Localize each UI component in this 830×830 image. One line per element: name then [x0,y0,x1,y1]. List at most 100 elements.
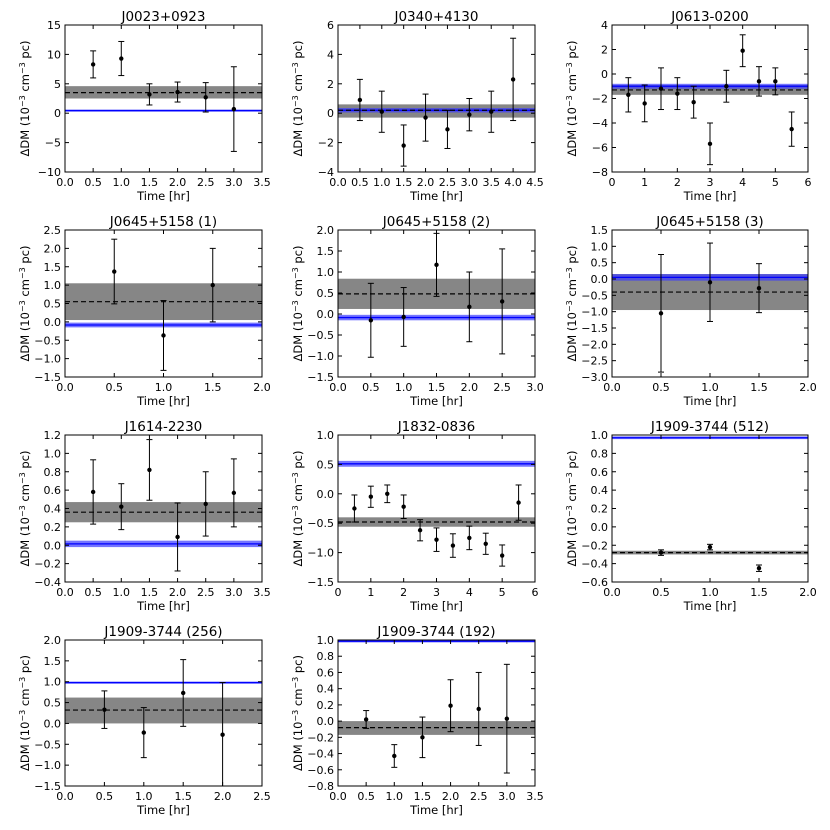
y-axis-label: ΔDM (10−3 cm−3 pc) [291,41,306,157]
y-tick-label: 1.0 [591,429,609,442]
data-point [740,48,745,53]
y-tick-label: 0 [54,107,61,120]
x-tick-label: 0.5 [652,381,670,394]
data-point [175,89,180,95]
axes-frame [337,24,536,173]
y-tick-label: −3.0 [581,371,608,384]
x-tick-label: 1.0 [386,790,404,803]
data-point [210,282,215,288]
y-axis-label-part: pc) [565,246,579,268]
y-tick-label: −0.4 [34,576,61,589]
y-axis-label-part: ΔDM (10 [18,107,32,156]
data-point [658,86,664,91]
y-axis-label-exponent: −3 [291,95,300,107]
y-axis-label-exponent: −3 [18,95,27,107]
y-axis-label-part: cm [291,484,305,505]
y-axis-label-part: ΔDM (10 [18,312,32,361]
y-tick-label: 0.8 [591,447,609,460]
x-tick-label: 0.5 [96,790,114,803]
chart-title: J1909-3744 (192) [376,624,495,640]
y-tick-label: 1.0 [44,676,62,689]
x-tick-label: 2 [674,176,681,189]
y-tick-label: −0.4 [581,558,608,571]
x-tick-label: 3.5 [482,176,500,189]
data-point [147,467,152,473]
y-tick-label: 0.2 [317,699,335,712]
y-axis-label-exponent: −3 [291,267,300,279]
chart-title: J1832-0836 [397,419,476,435]
y-axis-label: ΔDM (10−3 cm−3 pc) [565,41,580,157]
chart-panel: 0 1 2 3 4 5 6 1.0 0.5 0.0 −0.5 −1.0 −1.5 J1832-0836 Ti… [291,419,539,613]
x-tick-label: 1.0 [701,381,719,394]
x-tick-label: 0.5 [357,790,375,803]
x-tick-label: 0.0 [56,381,74,394]
y-axis-label-part: pc) [18,655,32,677]
y-axis-label-part: ΔDM (10 [291,107,305,156]
data-point [231,106,237,112]
y-tick-label: −1.5 [307,576,334,589]
y-axis-label-exponent: −3 [18,472,27,484]
y-tick-label: −1.5 [34,780,61,793]
x-tick-label: 1.5 [141,176,159,189]
x-tick-label: 2.0 [417,176,435,189]
data-point [756,566,762,571]
data-point [675,91,680,96]
y-tick-label: 0.4 [44,503,62,516]
data-point [417,528,423,533]
x-axis-label: Time [hr] [683,599,737,613]
x-tick-label: 1.0 [373,176,391,189]
chart-panel: 0.0 0.5 1.0 1.5 2.0 2.5 2.0 1.5 1.0 0.5 0.0 −0.5 −1.… [18,214,271,408]
y-axis-label-exponent: −3 [291,505,300,517]
data-point [90,489,96,495]
y-tick-label: −0.2 [34,558,61,571]
x-tick-label: 1.0 [135,790,153,803]
plot-area [338,460,535,567]
y-axis-label-part: ΔDM (10 [565,312,579,361]
y-tick-label: 0.0 [44,717,62,730]
y-tick-label: −8 [592,166,608,179]
y-tick-label: −0.5 [34,738,61,751]
x-tick-label: 0.0 [56,176,74,189]
x-tick-label: 0.5 [362,381,380,394]
x-tick-label: 1.0 [155,381,173,394]
plot-area [65,238,262,371]
x-tick-label: 1.0 [395,381,413,394]
y-tick-label: 0.2 [44,521,62,534]
data-point [756,285,762,291]
x-tick-label: 1.5 [750,586,768,599]
plot-area [65,659,262,786]
y-tick-label: 2 [327,78,334,91]
y-axis-label-exponent: −3 [291,710,300,722]
data-point [175,534,180,540]
y-tick-label: 1.0 [317,266,335,279]
x-tick-label: 2.0 [214,790,232,803]
y-axis-label-part: cm [291,689,305,710]
plot-area [612,242,808,373]
x-tick-label: 4.0 [504,176,522,189]
y-tick-label: −5 [45,137,61,150]
x-tick-label: 0.5 [84,176,102,189]
x-tick-label: 3 [433,586,440,599]
y-tick-label: 0.8 [317,650,335,663]
y-tick-label: 2.0 [44,634,62,647]
y-axis-label: ΔDM (10−3 cm−3 pc) [291,451,306,567]
x-tick-label: 2.0 [442,790,460,803]
y-axis-label-exponent: −3 [565,267,574,279]
axes-frame [611,434,809,583]
chart-title: J0613-0200 [670,9,749,25]
plot-area [65,439,262,572]
x-tick-label: 0.0 [603,381,621,394]
x-tick-label: 2.5 [493,381,511,394]
x-tick-label: 1.0 [701,586,719,599]
data-point [385,491,390,496]
data-point [467,535,472,541]
x-tick-label: 3.0 [526,381,544,394]
y-axis-label-part: cm [291,279,305,300]
y-tick-label: 2.0 [44,242,62,255]
x-axis-label: Time [hr] [136,599,190,613]
data-point [368,318,374,323]
data-point [392,753,397,759]
data-point [707,280,713,285]
x-tick-label: 5 [499,586,506,599]
